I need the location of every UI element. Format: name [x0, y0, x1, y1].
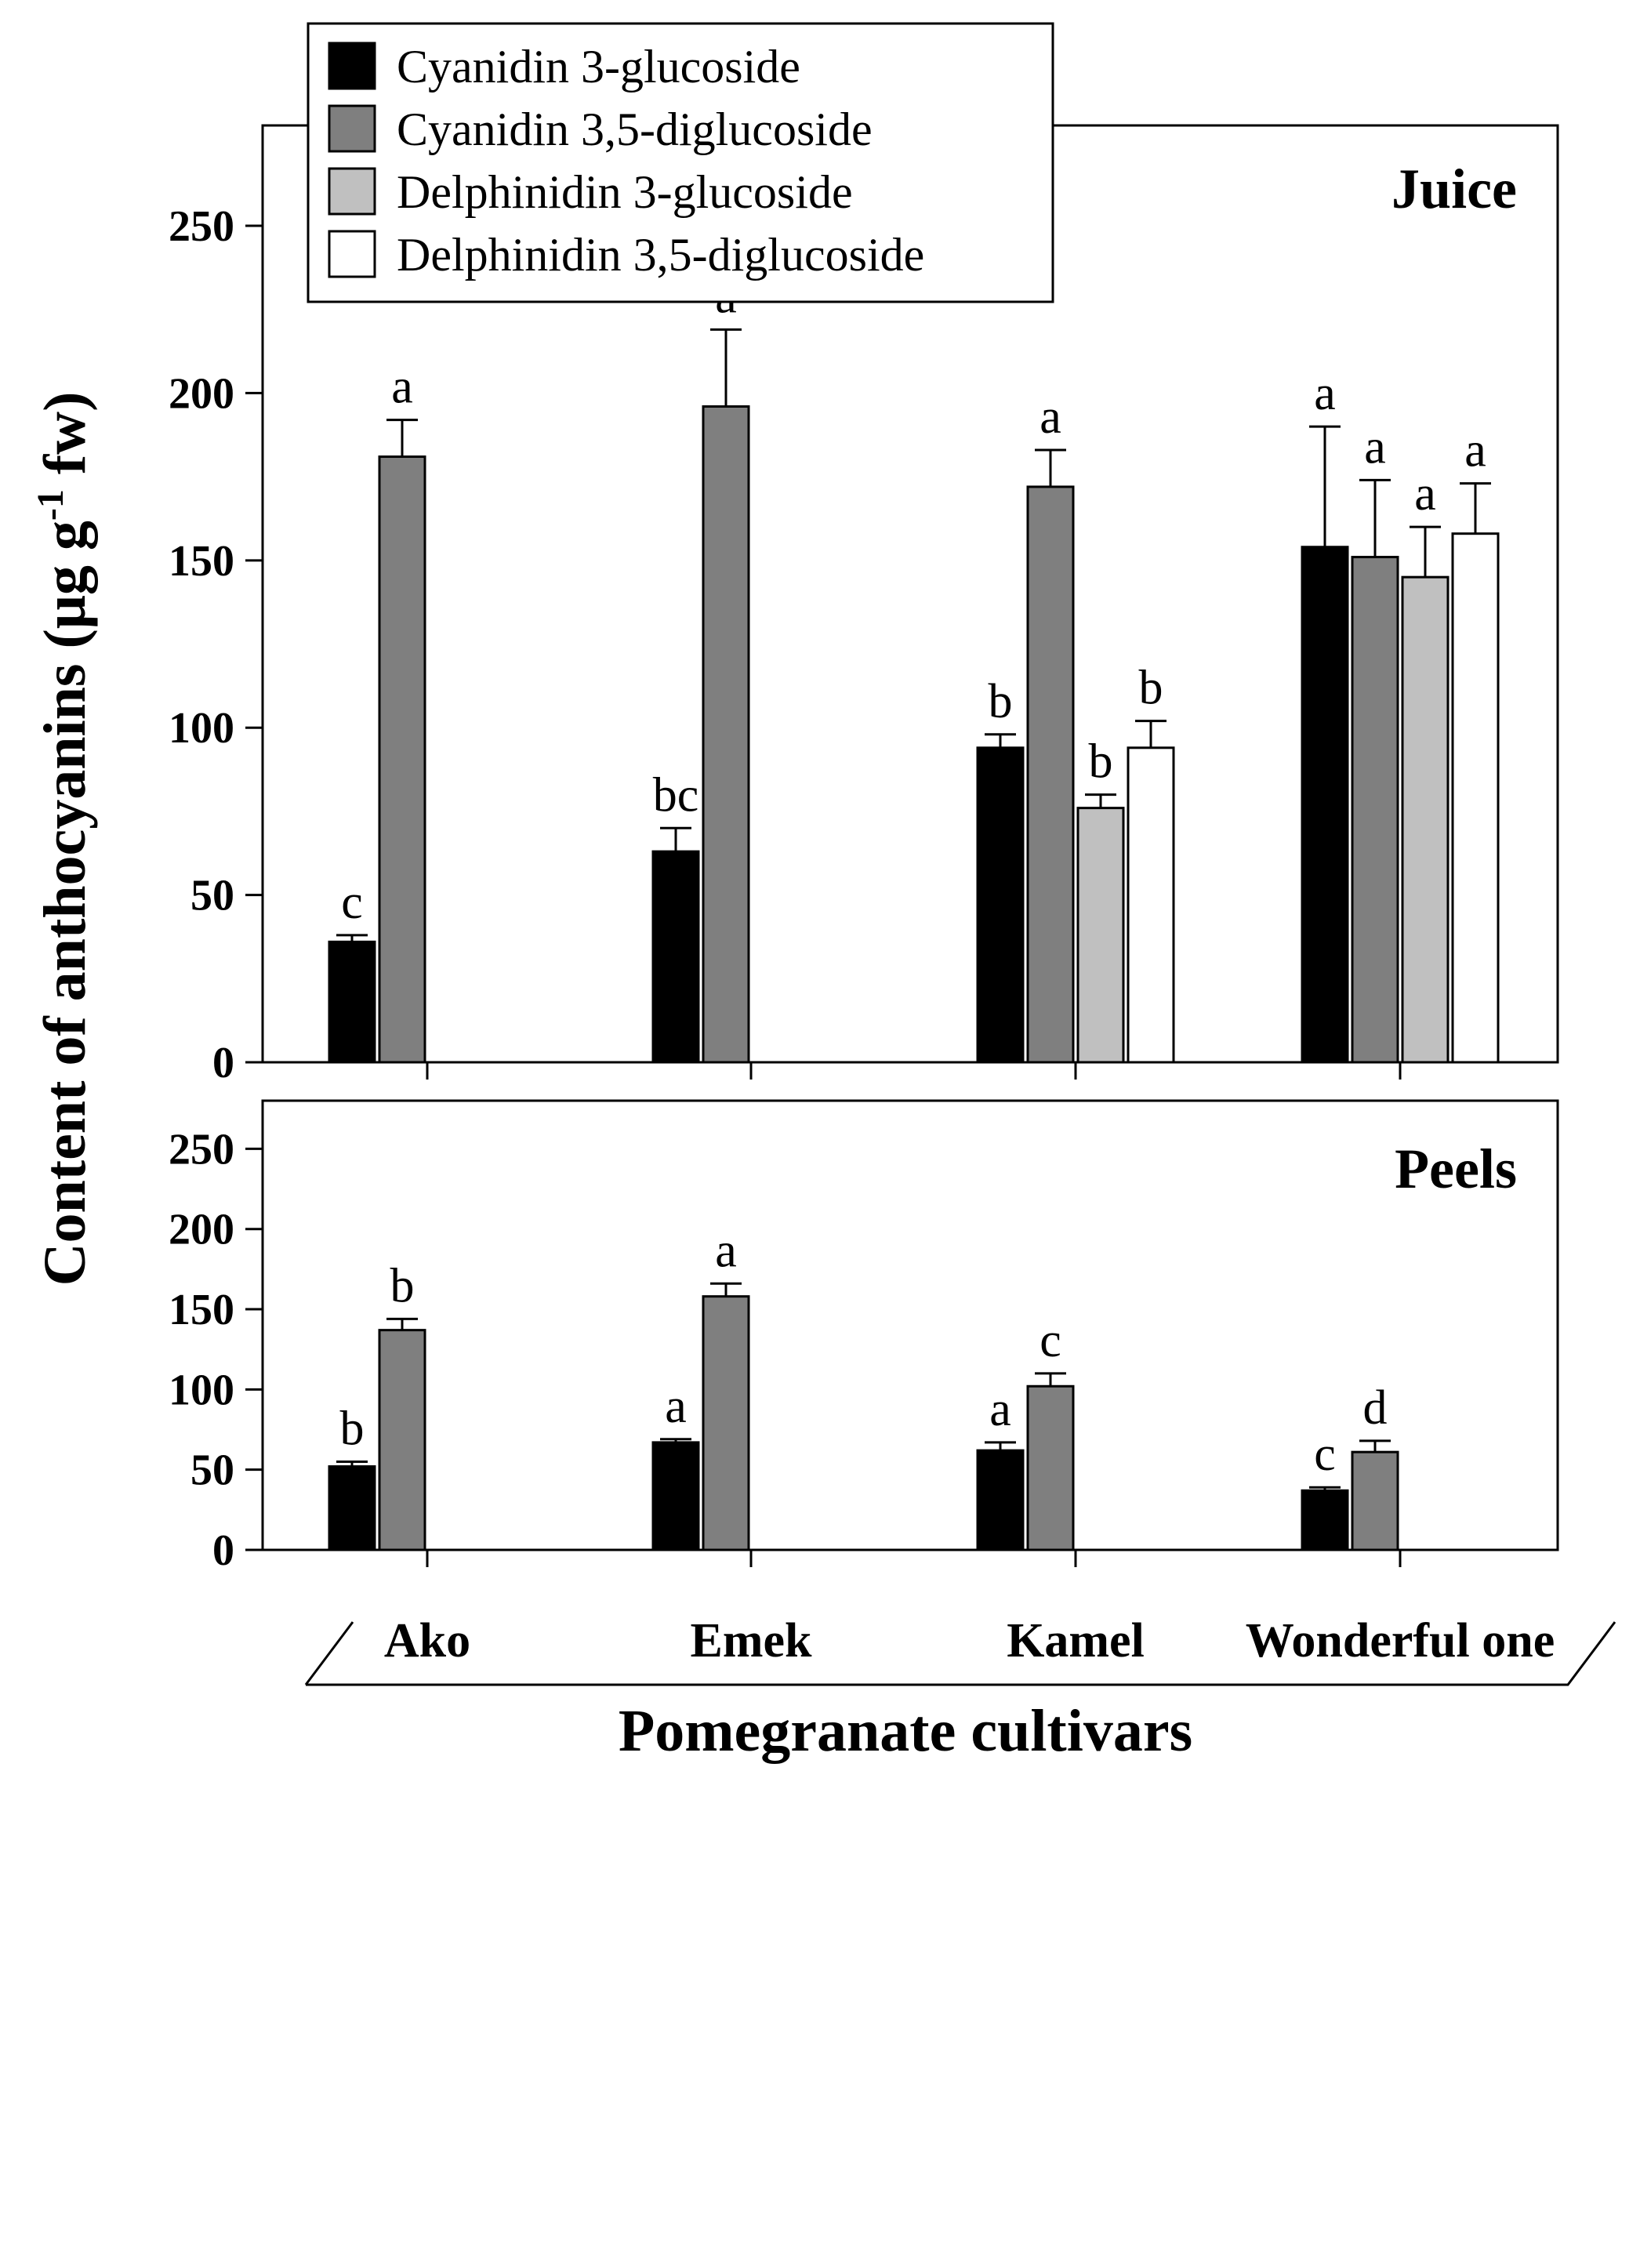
significance-label: a: [1040, 390, 1061, 444]
bar-peels-emek-s1: [651, 1441, 700, 1551]
significance-label: c: [1314, 1428, 1336, 1481]
bar-peels-ako-s1: [328, 1465, 376, 1551]
bar-juice-wonderful-one-s1: [1301, 546, 1349, 1064]
significance-label: a: [1414, 467, 1436, 521]
significance-label: c: [341, 876, 363, 929]
legend-swatch: [328, 167, 376, 216]
y-tick-label: 150: [169, 1286, 234, 1334]
y-tick-label: 250: [169, 1125, 234, 1174]
bar-juice-emek-s2: [702, 405, 750, 1064]
category-label: Kamel: [1007, 1614, 1145, 1667]
category-label: Ako: [384, 1614, 470, 1667]
bar-juice-kamel-s4: [1127, 746, 1175, 1064]
panel-title: Peels: [1395, 1138, 1517, 1200]
significance-label: b: [1139, 662, 1163, 715]
legend-swatch: [328, 230, 376, 278]
y-tick-label: 50: [190, 1446, 234, 1495]
panel-juice: 050100150200250Juicecbcbaaaaababa: [169, 124, 1559, 1087]
bar-peels-ako-s2: [378, 1329, 426, 1551]
category-label: Wonderful one: [1246, 1614, 1555, 1667]
bar-peels-emek-s2: [702, 1295, 750, 1551]
plot-frame: [261, 1099, 1559, 1551]
y-tick-label: 150: [169, 537, 234, 586]
x-axis-title: Pomegranate cultivars: [619, 1698, 1192, 1764]
bar-juice-wonderful-one-s4: [1451, 532, 1500, 1064]
y-axis-title: Content of anthocyanins (μg g-1 fw): [30, 392, 98, 1286]
significance-label: b: [340, 1402, 365, 1455]
significance-label: b: [390, 1259, 415, 1312]
bar-juice-wonderful-one-s2: [1351, 556, 1399, 1064]
legend-swatch: [328, 104, 376, 153]
bar-juice-kamel-s3: [1076, 807, 1125, 1064]
y-tick-label: 250: [169, 202, 234, 251]
bar-peels-wonderful-one-s1: [1301, 1489, 1349, 1551]
bar-peels-kamel-s2: [1026, 1384, 1075, 1551]
y-tick-label: 200: [169, 369, 234, 418]
legend-label: Delphinidin 3-glucoside: [397, 166, 853, 218]
significance-label: a: [715, 1224, 737, 1277]
y-tick-label: 0: [212, 1039, 234, 1087]
bar-juice-wonderful-one-s3: [1401, 575, 1450, 1064]
bar-juice-kamel-s1: [976, 746, 1025, 1064]
significance-label: a: [665, 1380, 687, 1433]
legend-label: Delphinidin 3,5-diglucoside: [397, 229, 924, 281]
panel-title: Juice: [1391, 158, 1517, 220]
significance-label: a: [1464, 424, 1486, 477]
bar-juice-kamel-s2: [1026, 485, 1075, 1064]
bar-peels-kamel-s1: [976, 1449, 1025, 1551]
significance-label: c: [1040, 1314, 1061, 1367]
category-bracket: [304, 1621, 1616, 1686]
legend-label: Cyanidin 3-glucoside: [397, 41, 800, 93]
significance-label: a: [1314, 367, 1336, 420]
significance-label: a: [989, 1383, 1011, 1436]
y-tick-label: 0: [212, 1526, 234, 1575]
legend-box: [307, 22, 1054, 303]
y-tick-label: 50: [190, 872, 234, 920]
legend-label: Cyanidin 3,5-diglucoside: [397, 103, 873, 155]
y-tick-label: 200: [169, 1206, 234, 1254]
significance-label: a: [1364, 420, 1386, 474]
significance-label: bc: [653, 768, 699, 822]
significance-label: b: [1089, 735, 1113, 789]
category-label: Emek: [691, 1614, 813, 1667]
significance-label: b: [989, 675, 1013, 728]
y-tick-label: 100: [169, 704, 234, 753]
bar-peels-wonderful-one-s2: [1351, 1450, 1399, 1551]
significance-label: d: [1363, 1381, 1388, 1435]
bar-juice-ako-s2: [378, 455, 426, 1064]
legend-swatch: [328, 42, 376, 90]
y-tick-label: 100: [169, 1366, 234, 1414]
bar-juice-emek-s1: [651, 850, 700, 1064]
bar-juice-ako-s1: [328, 940, 376, 1064]
significance-label: a: [391, 361, 413, 414]
